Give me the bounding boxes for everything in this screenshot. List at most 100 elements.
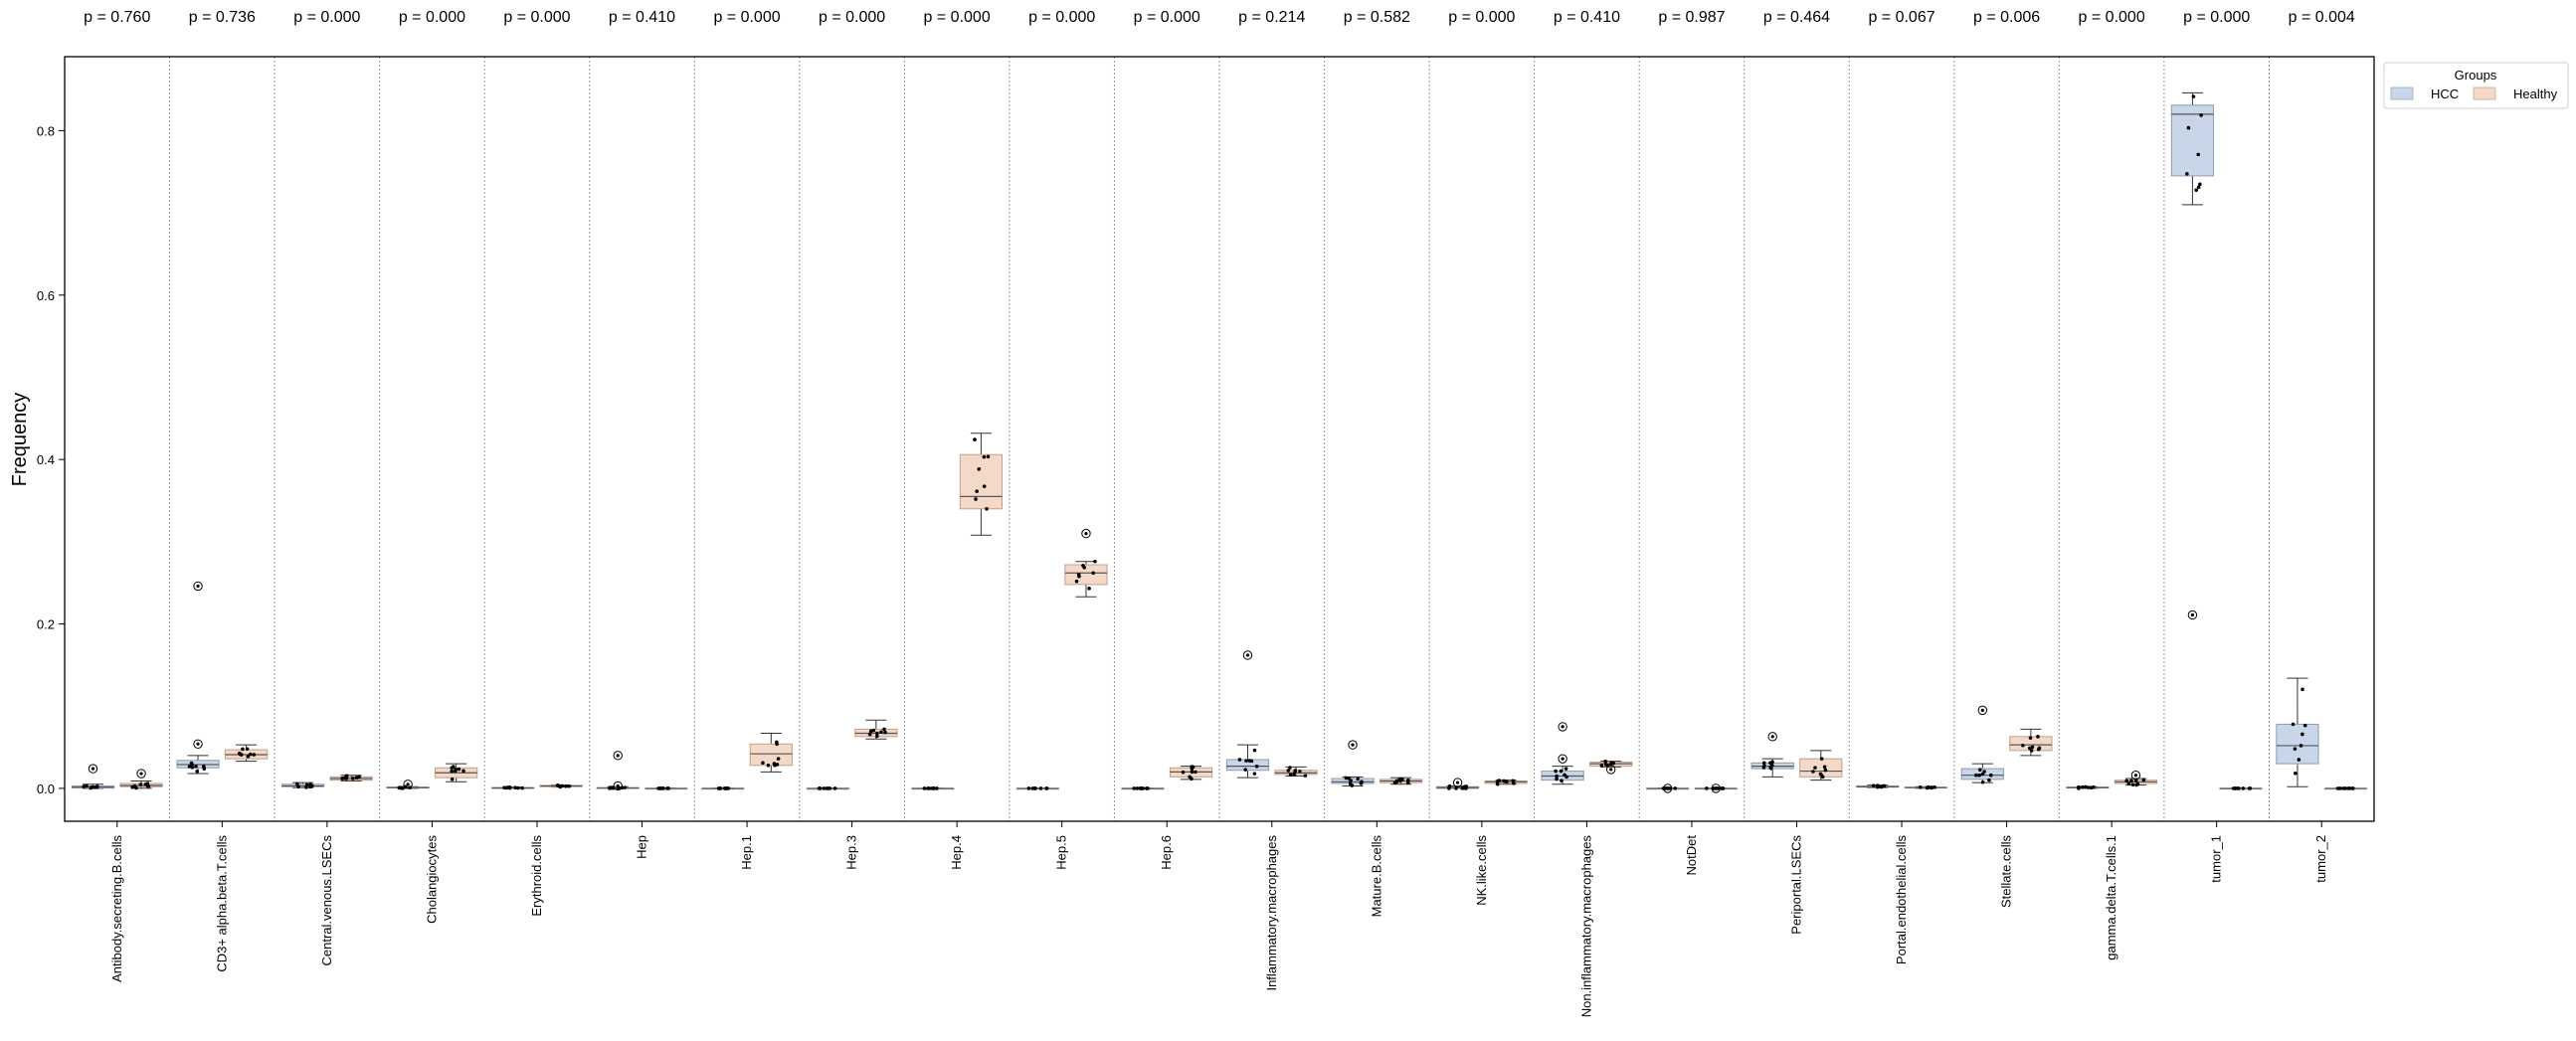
hcc-box bbox=[1331, 778, 1375, 784]
outlier-point bbox=[2190, 612, 2195, 617]
healthy-box-group bbox=[539, 782, 583, 789]
sample-point bbox=[1252, 772, 1257, 776]
hcc-box-group bbox=[911, 786, 955, 790]
healthy-box-group bbox=[435, 763, 478, 782]
sample-point bbox=[1977, 773, 1981, 778]
sample-point bbox=[832, 786, 837, 790]
sample-point bbox=[202, 767, 207, 771]
y-axis: 0.0 0.2 0.4 0.6 0.8 bbox=[37, 123, 65, 796]
healthy-box-group bbox=[1484, 779, 1528, 786]
sample-point bbox=[1464, 784, 1468, 788]
x-tick-label: Hep.4 bbox=[949, 835, 964, 870]
y-tick-label: 0.4 bbox=[37, 452, 55, 467]
sample-point bbox=[620, 785, 625, 790]
sample-point bbox=[1091, 571, 1095, 576]
sample-point bbox=[252, 753, 257, 757]
y-tick-label: 0.0 bbox=[37, 781, 55, 796]
sample-point bbox=[2021, 743, 2025, 748]
sample-point bbox=[718, 786, 722, 790]
outlier-marker bbox=[2187, 609, 2198, 620]
sample-point bbox=[2129, 779, 2133, 783]
sample-point bbox=[1820, 775, 1825, 780]
sample-point bbox=[1819, 757, 1824, 761]
sample-point bbox=[1135, 786, 1140, 790]
sample-point bbox=[85, 783, 89, 788]
x-tick-label: Cholangiocytes bbox=[424, 835, 439, 924]
sample-point bbox=[1032, 786, 1037, 790]
sample-point bbox=[1761, 761, 1766, 766]
sample-point bbox=[296, 784, 300, 789]
sample-point bbox=[871, 728, 876, 733]
sample-point bbox=[1356, 777, 1361, 781]
p-value-label: p = 0.000 bbox=[2079, 9, 2145, 26]
sample-point bbox=[867, 732, 872, 737]
x-tick-label: gamma.delta.T.cells.1 bbox=[2104, 835, 2118, 960]
sample-point bbox=[2346, 786, 2351, 790]
sample-point bbox=[1074, 579, 1079, 584]
sample-point bbox=[1252, 748, 1257, 753]
sample-point bbox=[611, 785, 616, 789]
sample-point bbox=[2198, 182, 2202, 187]
sample-point bbox=[818, 786, 823, 790]
sample-point bbox=[1398, 779, 1402, 783]
outlier-point bbox=[2133, 774, 2138, 778]
sample-point bbox=[1716, 786, 1720, 790]
sample-point bbox=[658, 786, 662, 790]
outlier-marker bbox=[403, 780, 413, 789]
sample-point bbox=[2233, 786, 2238, 790]
sample-point bbox=[2126, 781, 2131, 785]
sample-point bbox=[1146, 786, 1150, 790]
sample-point bbox=[1564, 767, 1568, 771]
sample-point bbox=[354, 776, 359, 780]
sample-point bbox=[1712, 786, 1717, 790]
sample-point bbox=[1762, 764, 1766, 768]
outlier-point bbox=[1245, 653, 1250, 657]
sample-point bbox=[195, 769, 200, 774]
outlier-point bbox=[91, 767, 95, 771]
outlier-marker bbox=[1558, 722, 1567, 732]
sample-point bbox=[623, 785, 627, 789]
sample-point bbox=[2089, 785, 2094, 790]
sample-point bbox=[399, 785, 403, 790]
sample-point bbox=[665, 786, 669, 790]
sample-point bbox=[1244, 759, 1248, 763]
sample-point bbox=[986, 454, 991, 458]
hcc-box bbox=[2276, 723, 2319, 765]
sample-point bbox=[1350, 783, 1355, 787]
sample-point bbox=[2247, 786, 2252, 790]
x-tick-label: Antibody.secreting.B.cells bbox=[109, 835, 124, 982]
sample-point bbox=[2028, 736, 2033, 740]
sample-point bbox=[875, 734, 879, 739]
sample-point bbox=[2141, 778, 2146, 782]
p-value-label: p = 0.067 bbox=[1868, 9, 1934, 26]
sample-point bbox=[1563, 773, 1566, 778]
outlier-point bbox=[1351, 743, 1355, 747]
outlier-point bbox=[1770, 735, 1774, 739]
sample-point bbox=[2291, 722, 2296, 727]
healthy-box-group bbox=[1589, 760, 1633, 775]
sample-point bbox=[1497, 779, 1502, 782]
healthy-box-group bbox=[749, 733, 793, 773]
healthy-box bbox=[749, 743, 793, 767]
x-tick-label: Inflammatory.macrophages bbox=[1264, 835, 1279, 991]
sample-point bbox=[450, 777, 455, 781]
sample-point bbox=[1303, 774, 1308, 778]
sample-point bbox=[973, 437, 977, 441]
legend: Groups HCC Healthy bbox=[2383, 62, 2569, 109]
outlier-marker bbox=[1558, 754, 1567, 764]
sample-point bbox=[975, 489, 979, 493]
sample-point bbox=[982, 454, 987, 459]
p-value-label: p = 0.000 bbox=[503, 9, 570, 26]
p-value-label: p = 0.760 bbox=[84, 9, 150, 26]
x-tick-label: Hep bbox=[635, 835, 649, 859]
sample-point bbox=[828, 786, 832, 790]
sample-point bbox=[1875, 783, 1880, 788]
sample-point bbox=[879, 730, 883, 735]
sample-point bbox=[1132, 786, 1137, 790]
sample-point bbox=[2030, 745, 2035, 750]
sample-point bbox=[457, 767, 461, 772]
sample-point bbox=[1288, 766, 1292, 770]
healthy-box-group bbox=[1274, 766, 1318, 778]
p-value-label: p = 0.736 bbox=[189, 9, 256, 26]
